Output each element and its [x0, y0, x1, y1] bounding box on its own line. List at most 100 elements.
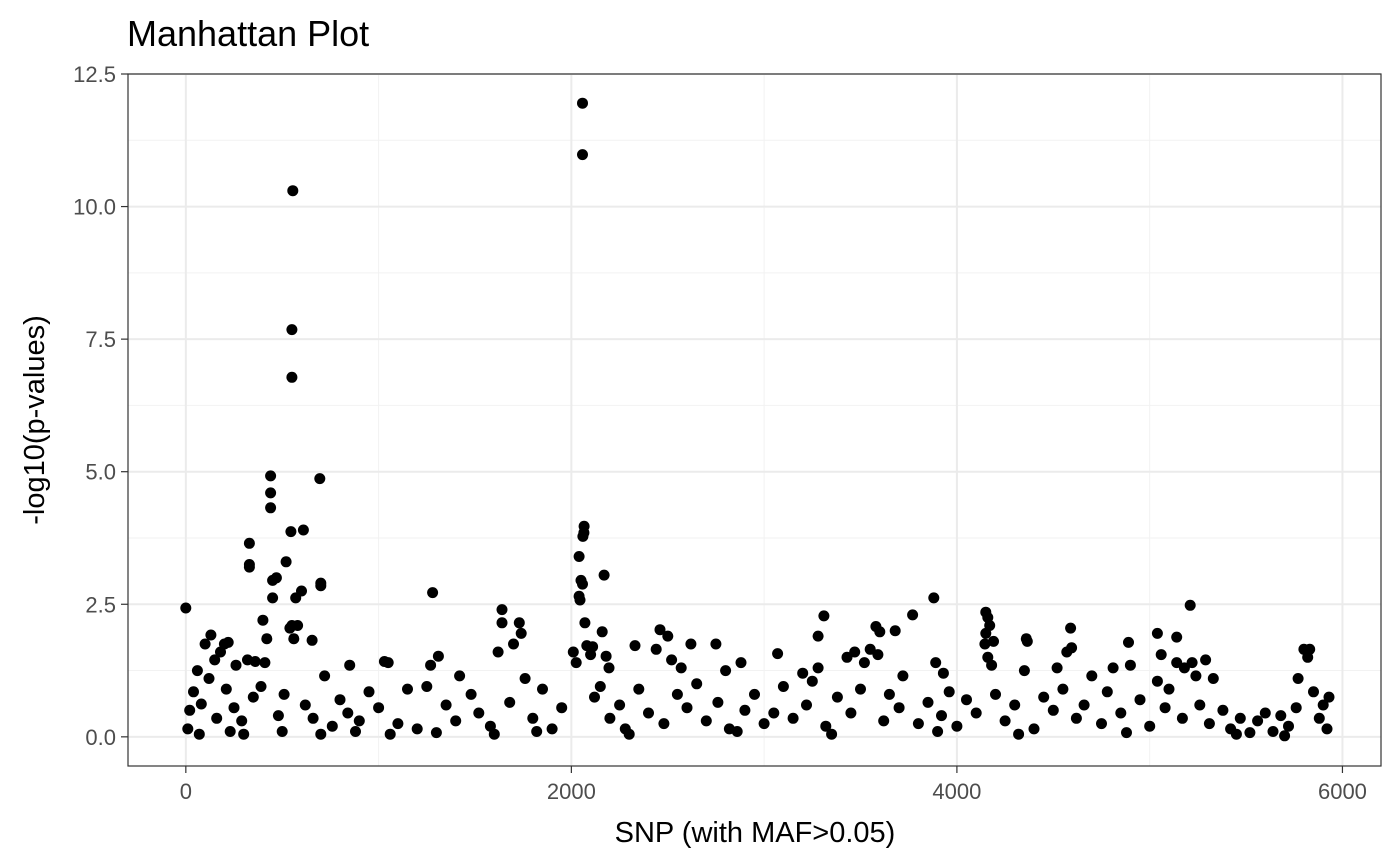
data-point: [1244, 727, 1256, 739]
data-point: [265, 470, 277, 482]
data-point: [209, 654, 221, 666]
data-point: [259, 657, 271, 669]
data-point: [267, 592, 279, 604]
data-point: [1290, 702, 1302, 714]
data-point: [801, 699, 812, 711]
data-point: [1171, 631, 1183, 643]
data-point: [1124, 659, 1136, 671]
data-point: [280, 556, 292, 568]
data-point: [504, 696, 516, 708]
data-point: [1123, 636, 1134, 648]
data-point: [188, 686, 199, 698]
data-point: [1194, 699, 1206, 711]
data-point: [893, 702, 905, 714]
data-point: [671, 688, 683, 700]
data-point: [1279, 730, 1291, 742]
data-point: [820, 720, 832, 732]
data-point: [531, 726, 543, 737]
data-point: [666, 654, 678, 666]
data-point: [299, 699, 311, 711]
y-tick-label: 7.5: [85, 327, 116, 352]
data-point: [205, 629, 217, 641]
data-point: [344, 659, 356, 671]
data-point: [342, 707, 354, 719]
data-point: [286, 324, 298, 336]
data-point: [1200, 654, 1212, 666]
data-point: [182, 723, 194, 735]
data-point: [285, 526, 297, 538]
data-point: [1061, 646, 1073, 658]
data-point: [270, 572, 282, 584]
data-point: [191, 665, 203, 677]
data-point: [1018, 665, 1030, 677]
data-point: [878, 715, 890, 727]
data-point: [297, 524, 309, 536]
data-point: [961, 694, 972, 706]
data-point: [350, 726, 361, 737]
data-point: [681, 702, 693, 714]
data-point: [199, 638, 211, 650]
data-point: [334, 694, 346, 706]
data-point: [614, 699, 626, 711]
data-point: [236, 715, 248, 727]
data-point: [577, 578, 588, 590]
data-point: [577, 149, 588, 161]
data-point: [841, 651, 853, 663]
plot-background: [128, 74, 1381, 766]
data-point: [603, 662, 615, 674]
data-point: [276, 726, 288, 737]
data-point: [579, 617, 591, 629]
data-point: [937, 667, 949, 679]
data-point: [897, 670, 909, 682]
data-point: [662, 630, 674, 642]
data-point: [570, 657, 582, 669]
data-point: [450, 715, 462, 727]
data-point: [537, 683, 548, 695]
data-point: [1115, 707, 1127, 719]
data-point: [290, 592, 302, 604]
data-point: [812, 630, 824, 642]
data-point: [928, 592, 940, 604]
data-point: [315, 580, 327, 592]
data-point: [488, 728, 500, 740]
data-point: [1317, 699, 1329, 711]
y-tick-label: 10.0: [73, 195, 116, 220]
data-point: [1144, 720, 1156, 732]
data-point: [1283, 720, 1294, 732]
data-point: [818, 610, 830, 622]
data-point: [787, 712, 799, 724]
data-point: [907, 609, 919, 621]
y-axis-label: -log10(p-values): [19, 315, 51, 525]
data-point: [604, 712, 616, 724]
data-point: [1065, 622, 1077, 634]
data-point: [826, 728, 838, 740]
data-point: [578, 520, 590, 532]
data-point: [864, 643, 876, 655]
data-point: [238, 728, 250, 740]
data-point: [589, 691, 600, 703]
chart-title: Manhattan Plot: [127, 13, 369, 54]
data-point: [1009, 699, 1021, 711]
data-point: [257, 614, 269, 626]
data-point: [710, 638, 722, 650]
data-point: [889, 625, 901, 637]
data-point: [1078, 699, 1090, 711]
data-point: [1184, 599, 1196, 611]
data-point: [306, 634, 318, 646]
data-point: [1171, 657, 1183, 669]
data-point: [287, 185, 299, 197]
data-point: [1155, 649, 1167, 661]
data-point: [629, 640, 641, 652]
data-point: [932, 726, 944, 737]
data-point: [243, 537, 255, 549]
data-point: [988, 635, 999, 647]
data-point: [883, 688, 895, 700]
data-point: [265, 487, 277, 499]
data-point: [440, 699, 452, 711]
data-point: [979, 638, 991, 650]
data-point: [574, 594, 586, 606]
data-point: [1101, 686, 1113, 698]
data-point: [278, 688, 290, 700]
data-point: [496, 604, 508, 616]
